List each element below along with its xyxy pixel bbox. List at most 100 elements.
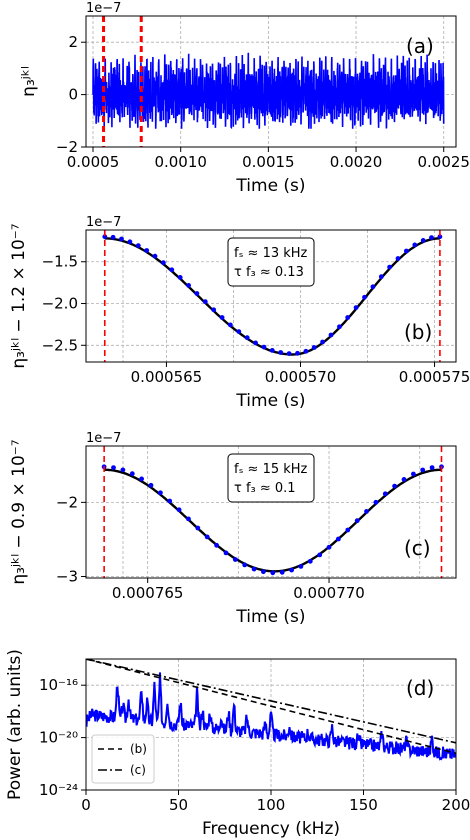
panel-label-a: (a) xyxy=(406,34,434,58)
data-point xyxy=(336,536,341,542)
data-point xyxy=(373,499,379,505)
y-offset-text: 1e−7 xyxy=(86,431,121,446)
reference-line-b xyxy=(86,659,456,755)
panel-c: 0.000765 0.000770 −2 −3 Time (s) 1e−7 η₃ʲᵏˡ − … xyxy=(9,431,457,627)
x-tick-label: 0 xyxy=(81,796,91,814)
data-point xyxy=(411,471,416,477)
data-point xyxy=(214,542,220,548)
data-point xyxy=(219,315,225,320)
data-point xyxy=(148,482,154,488)
data-point xyxy=(186,516,191,522)
axes-frame xyxy=(85,229,457,363)
y-tick-label: −2 xyxy=(56,493,78,511)
data-point xyxy=(223,550,229,556)
data-point xyxy=(194,291,200,296)
data-point xyxy=(412,242,418,248)
y-tick-label: −2 xyxy=(56,138,78,156)
data-point xyxy=(251,566,257,572)
data-point xyxy=(345,527,351,533)
y-tick-label: −3 xyxy=(56,568,78,586)
panel-label-c: (c) xyxy=(404,536,431,560)
data-point xyxy=(279,569,285,575)
data-point xyxy=(127,239,133,245)
data-point xyxy=(211,307,217,313)
y-axis-label: Power (arb. units) xyxy=(5,649,25,800)
data-point xyxy=(244,335,250,341)
data-point xyxy=(228,322,233,328)
data-point xyxy=(401,477,407,482)
data-point xyxy=(326,544,332,550)
y-offset-text: 1e−7 xyxy=(86,1,121,16)
data-point xyxy=(354,518,360,524)
data-point xyxy=(261,569,266,575)
y-axis-label: η₃ʲᵏˡ xyxy=(19,66,39,97)
data-point xyxy=(195,525,201,531)
data-point xyxy=(370,284,376,290)
x-tick-label: 150 xyxy=(349,796,378,814)
x-axis-label: Time (s) xyxy=(235,176,305,196)
data-point xyxy=(382,491,388,497)
annotation-box xyxy=(227,453,315,503)
data-point xyxy=(102,234,108,240)
data-point xyxy=(320,339,325,345)
annotation-tau: τ f₃ ≈ 0.13 xyxy=(234,265,304,280)
x-tick-label: 0.0010 xyxy=(154,153,207,171)
data-point xyxy=(378,274,384,280)
data-point xyxy=(345,315,351,320)
data-point xyxy=(261,344,267,350)
data-point xyxy=(362,294,367,300)
x-tick-label: 0.000770 xyxy=(293,584,365,602)
x-tick-label: 0.000765 xyxy=(112,584,184,602)
data-point xyxy=(317,552,323,558)
annotation-frequency: fₛ ≈ 13 kHz xyxy=(234,246,308,261)
panel-label-b: (b) xyxy=(404,320,432,344)
panel-b: 0.000565 0.000570 0.000575 −1.5 −2.0 −2.5 Time… xyxy=(9,215,470,411)
y-tick-label: 0 xyxy=(68,86,78,104)
data-point xyxy=(289,567,294,573)
data-point xyxy=(303,348,309,354)
y-tick-label: 10⁻²⁴ xyxy=(39,781,78,799)
y-tick-label: −2.0 xyxy=(42,295,78,313)
y-tick-label: 10⁻¹⁶ xyxy=(39,676,78,694)
data-point xyxy=(152,253,158,259)
panel-label-d: (d) xyxy=(406,676,434,700)
data-point xyxy=(278,350,284,355)
data-point xyxy=(144,248,150,253)
data-point xyxy=(387,264,392,270)
data-point xyxy=(120,467,126,473)
data-point xyxy=(364,509,369,514)
power-spectrum-line xyxy=(86,672,456,761)
x-tick-label: 100 xyxy=(257,796,286,814)
x-tick-label: 0.0025 xyxy=(417,153,470,171)
data-point xyxy=(392,483,397,489)
x-tick-label: 0.000570 xyxy=(265,368,337,386)
data-point xyxy=(269,348,275,353)
y-tick-label: 10⁻²⁰ xyxy=(39,729,78,747)
data-point xyxy=(437,234,443,240)
data-point xyxy=(328,332,334,338)
data-point xyxy=(202,299,208,305)
x-axis-label: Time (s) xyxy=(235,391,305,411)
y-offset-text: 1e−7 xyxy=(86,215,121,230)
x-tick-label: 0.0005 xyxy=(67,153,120,171)
x-axis-label: Frequency (kHz) xyxy=(202,819,340,839)
data-point xyxy=(186,283,192,288)
legend-entry-b: (b) xyxy=(130,742,147,756)
data-point xyxy=(177,275,183,280)
data-point xyxy=(337,324,342,330)
data-point xyxy=(110,234,116,240)
data-point xyxy=(119,236,124,242)
y-tick-label: 2 xyxy=(68,33,78,51)
y-tick-label: −1.5 xyxy=(42,253,78,271)
data-point xyxy=(139,476,145,482)
annotation-tau: τ f₃ ≈ 0.1 xyxy=(234,481,296,496)
data-point xyxy=(232,557,238,562)
data-point xyxy=(311,345,317,350)
annotation-frequency: fₛ ≈ 15 kHz xyxy=(234,462,308,477)
legend-entry-c: (c) xyxy=(130,763,146,777)
data-point xyxy=(253,340,258,346)
data-point xyxy=(167,498,173,504)
data-point xyxy=(420,238,426,243)
data-point xyxy=(295,350,300,356)
